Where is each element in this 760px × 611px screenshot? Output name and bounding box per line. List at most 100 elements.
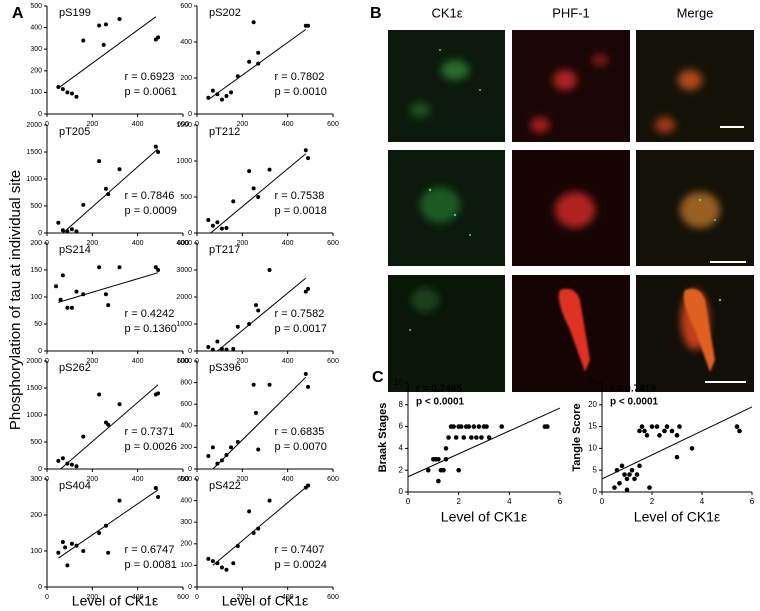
point bbox=[153, 265, 158, 270]
x-tick-label: 400 bbox=[282, 358, 294, 365]
point bbox=[624, 487, 630, 493]
x-tick-label: 400 bbox=[132, 358, 144, 365]
trendline bbox=[58, 16, 157, 89]
point bbox=[632, 476, 637, 482]
point bbox=[153, 486, 158, 490]
point bbox=[156, 268, 161, 272]
annotation: r = 0.7407 bbox=[275, 544, 325, 556]
y-tick-label: 3000 bbox=[176, 267, 192, 274]
annotation: r = 0.6747 bbox=[125, 544, 175, 556]
x-tick-label: 0 bbox=[195, 121, 199, 128]
point bbox=[117, 16, 122, 21]
point bbox=[156, 391, 161, 396]
point bbox=[97, 159, 102, 164]
point bbox=[451, 424, 456, 429]
point bbox=[224, 94, 229, 98]
point bbox=[306, 156, 311, 161]
column-header: CK1ε bbox=[431, 5, 462, 20]
annotation: p = 0.1360 bbox=[125, 323, 177, 335]
point bbox=[215, 92, 220, 97]
y-axis-title: Braak Stages bbox=[377, 403, 389, 473]
y-tick-label: 2000 bbox=[176, 294, 192, 301]
chart-title: pS262 bbox=[59, 362, 91, 374]
point bbox=[97, 23, 102, 28]
point bbox=[235, 440, 240, 444]
point bbox=[229, 90, 233, 95]
point bbox=[106, 303, 111, 308]
point bbox=[106, 192, 111, 197]
x-tick-label: 0 bbox=[45, 594, 49, 601]
y-tick-label: 0 bbox=[38, 466, 42, 473]
y-axis-title: Tangle Score bbox=[571, 403, 583, 471]
point bbox=[231, 199, 236, 204]
y-tick-label: 500 bbox=[30, 203, 42, 210]
chart-title: pS199 bbox=[59, 7, 91, 19]
point bbox=[664, 424, 670, 429]
y-tick-label: 5 bbox=[593, 465, 598, 474]
point bbox=[456, 467, 461, 473]
point bbox=[256, 526, 261, 531]
y-tick-label: 500 bbox=[30, 3, 42, 10]
y-tick-label: 200 bbox=[180, 444, 192, 451]
point bbox=[657, 433, 662, 438]
annotation: r = 0.7846 bbox=[125, 190, 175, 202]
point bbox=[81, 292, 86, 297]
point bbox=[247, 322, 252, 326]
point bbox=[235, 543, 240, 548]
point bbox=[734, 424, 740, 429]
point bbox=[466, 424, 472, 429]
x-tick-label: 6 bbox=[558, 497, 563, 506]
y-tick-label: 500 bbox=[30, 439, 42, 446]
point bbox=[639, 424, 645, 429]
x-tick-label: 4 bbox=[507, 497, 512, 506]
panel-label: B bbox=[370, 5, 382, 22]
x-tick-label: 400 bbox=[282, 594, 294, 601]
x-tick-label: 600 bbox=[177, 240, 189, 247]
annotation: p = 0.0024 bbox=[275, 559, 327, 571]
point bbox=[56, 550, 61, 555]
point bbox=[206, 556, 211, 561]
point bbox=[206, 95, 211, 100]
point bbox=[484, 424, 489, 429]
point bbox=[499, 424, 505, 429]
point bbox=[81, 434, 86, 439]
annotation: p = 0.0081 bbox=[125, 559, 177, 571]
y-tick-label: 50 bbox=[34, 321, 42, 328]
y-tick-label: 0 bbox=[188, 584, 192, 591]
y-tick-label: 0 bbox=[188, 230, 192, 237]
y-tick-label: 6 bbox=[399, 422, 404, 431]
y-tick-label: 8 bbox=[399, 400, 404, 409]
point bbox=[231, 346, 236, 351]
y-tick-label: 2000 bbox=[26, 122, 42, 129]
point bbox=[206, 344, 211, 349]
point bbox=[153, 144, 158, 149]
point bbox=[235, 324, 240, 329]
point bbox=[669, 428, 675, 434]
point bbox=[97, 531, 102, 535]
x-tick-label: 400 bbox=[132, 121, 144, 128]
y-tick-label: 600 bbox=[180, 401, 192, 408]
point bbox=[65, 305, 70, 310]
point bbox=[117, 167, 122, 172]
trendline bbox=[58, 272, 159, 303]
y-tick-label: 0 bbox=[399, 487, 404, 496]
micrographs bbox=[388, 30, 754, 392]
point bbox=[303, 371, 308, 376]
point bbox=[267, 382, 272, 387]
y-tick-label: 1500 bbox=[176, 122, 192, 129]
trendline bbox=[407, 407, 561, 478]
x-tick-label: 6 bbox=[750, 497, 755, 506]
point bbox=[443, 446, 449, 451]
annotation: p = 0.0070 bbox=[275, 441, 327, 453]
point bbox=[117, 498, 122, 503]
annotation: r = 0.6835 bbox=[275, 426, 325, 438]
point bbox=[215, 339, 220, 344]
y-tick-label: 1000 bbox=[176, 358, 192, 365]
point bbox=[103, 186, 108, 191]
point bbox=[441, 467, 446, 473]
point bbox=[101, 42, 106, 47]
point bbox=[60, 540, 65, 544]
point bbox=[303, 289, 308, 294]
x-tick-label: 200 bbox=[86, 121, 98, 128]
x-axis-title: Level of CK1ε bbox=[222, 593, 308, 609]
